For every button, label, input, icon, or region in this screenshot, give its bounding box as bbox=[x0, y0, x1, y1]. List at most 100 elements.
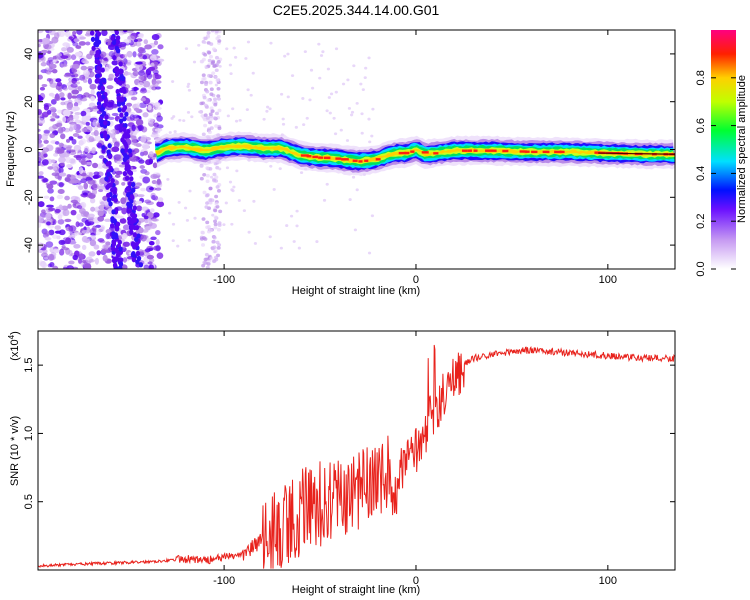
heatmap-cell bbox=[72, 77, 80, 82]
heatmap-cell bbox=[92, 183, 98, 189]
heatmap-cell bbox=[98, 118, 103, 124]
heatmap-cell bbox=[66, 43, 71, 48]
heatmap-cell bbox=[49, 196, 55, 202]
heatmap-cell bbox=[204, 82, 209, 87]
heatmap-cell bbox=[126, 50, 133, 58]
heatmap-cell bbox=[156, 115, 163, 122]
heatmap-cell bbox=[112, 262, 118, 268]
heatmap-cell bbox=[75, 129, 82, 134]
heatmap-cell bbox=[49, 133, 56, 139]
heatmap-cell bbox=[154, 133, 160, 138]
heatmap-cell bbox=[218, 209, 223, 214]
heatmap-cell bbox=[246, 88, 250, 92]
colorbar-tick-label: 0.2 bbox=[695, 214, 707, 229]
heatmap-cell bbox=[130, 187, 136, 193]
heatmap-cell bbox=[127, 216, 132, 222]
heatmap-cell bbox=[109, 223, 115, 229]
heatmap-cell bbox=[152, 162, 158, 169]
heatmap-cell bbox=[93, 129, 99, 137]
heatmap-cell bbox=[208, 228, 213, 233]
heatmap-cell bbox=[74, 111, 81, 116]
ridge-peak-cell bbox=[467, 149, 472, 152]
heatmap-cell bbox=[48, 126, 56, 132]
heatmap-cell bbox=[216, 227, 221, 232]
heatmap-cell bbox=[77, 135, 83, 139]
heatmap-cell bbox=[214, 83, 218, 87]
heatmap-cell bbox=[345, 139, 350, 142]
heatmap-cell bbox=[193, 216, 197, 220]
heatmap-cell bbox=[111, 60, 119, 66]
heatmap-cell bbox=[58, 142, 64, 148]
heatmap-cell bbox=[96, 31, 102, 37]
snr-ytick-label: 0.5 bbox=[23, 494, 35, 509]
heatmap-cell bbox=[69, 123, 77, 131]
heatmap-cell bbox=[121, 86, 126, 92]
heatmap-cell bbox=[97, 93, 102, 99]
heatmap-cell bbox=[47, 263, 52, 268]
heatmap-cell bbox=[122, 30, 128, 33]
heatmap-cell bbox=[68, 260, 75, 265]
heatmap-cell bbox=[65, 156, 72, 164]
heatmap-cell bbox=[50, 98, 57, 105]
heatmap-cell bbox=[58, 182, 64, 188]
heatmap-cell bbox=[329, 92, 334, 96]
heatmap-cell bbox=[148, 158, 154, 165]
heatmap-cell bbox=[156, 201, 165, 208]
heatmap-cell bbox=[140, 97, 146, 102]
heatmap-cell bbox=[118, 80, 123, 86]
heatmap-cell bbox=[360, 131, 364, 135]
heatmap-cell bbox=[153, 122, 160, 128]
heatmap-cell bbox=[136, 194, 145, 198]
heatmap-cell bbox=[97, 238, 105, 243]
heatmap-cell bbox=[319, 54, 324, 57]
heatmap-cell bbox=[105, 229, 112, 234]
heatmap-cell bbox=[205, 89, 210, 94]
heatmap-cell bbox=[119, 218, 127, 224]
heatmap-cell bbox=[72, 254, 78, 261]
snr-xtick-label: 100 bbox=[599, 575, 617, 587]
heatmap-cell bbox=[102, 130, 108, 136]
heatmap-cell bbox=[281, 117, 285, 121]
heatmap-cell bbox=[118, 41, 127, 48]
heatmap-cell bbox=[171, 222, 176, 226]
heatmap-cell bbox=[55, 78, 62, 83]
heatmap-cell bbox=[115, 39, 121, 45]
heatmap-cell bbox=[58, 172, 67, 177]
heatmap-cell bbox=[92, 162, 99, 169]
heatmap-cell bbox=[138, 102, 147, 109]
heatmap-cell bbox=[46, 204, 54, 208]
heatmap-cell bbox=[82, 192, 88, 196]
ridge-peak-cell bbox=[335, 157, 342, 160]
heatmap-cell bbox=[132, 232, 138, 238]
heatmap-cell bbox=[205, 201, 210, 205]
heatmap-cell bbox=[63, 87, 68, 91]
heatmap-cell bbox=[38, 216, 44, 223]
heatmap-cell bbox=[49, 82, 58, 88]
heatmap-cell bbox=[114, 174, 121, 178]
heatmap-cell bbox=[91, 45, 96, 51]
heatmap-cell bbox=[214, 194, 219, 199]
snr-series-line bbox=[38, 344, 675, 569]
spectrogram-ytick-label: -20 bbox=[23, 189, 35, 205]
heatmap-cell bbox=[102, 102, 108, 108]
heatmap-cell bbox=[139, 164, 145, 169]
snr-panel: -100 0 100 0.5 1.0 1.5 Height of straight lin… bbox=[7, 330, 676, 596]
heatmap-cell bbox=[309, 68, 314, 72]
heatmap-cell bbox=[141, 143, 150, 150]
heatmap-cell bbox=[188, 189, 192, 193]
heatmap-cell bbox=[129, 224, 134, 230]
heatmap-cell bbox=[215, 240, 220, 245]
heatmap-cell bbox=[41, 133, 48, 141]
heatmap-cell bbox=[46, 183, 54, 190]
heatmap-cell bbox=[124, 111, 129, 117]
heatmap-cell bbox=[135, 250, 141, 257]
heatmap-cell bbox=[44, 237, 52, 241]
heatmap-cell bbox=[122, 116, 127, 122]
heatmap-cell bbox=[103, 120, 108, 126]
heatmap-cell bbox=[135, 41, 142, 47]
heatmap-cell bbox=[89, 234, 96, 239]
heatmap-cell bbox=[215, 185, 220, 189]
heatmap-cell bbox=[80, 94, 87, 99]
heatmap-cell bbox=[317, 42, 321, 46]
